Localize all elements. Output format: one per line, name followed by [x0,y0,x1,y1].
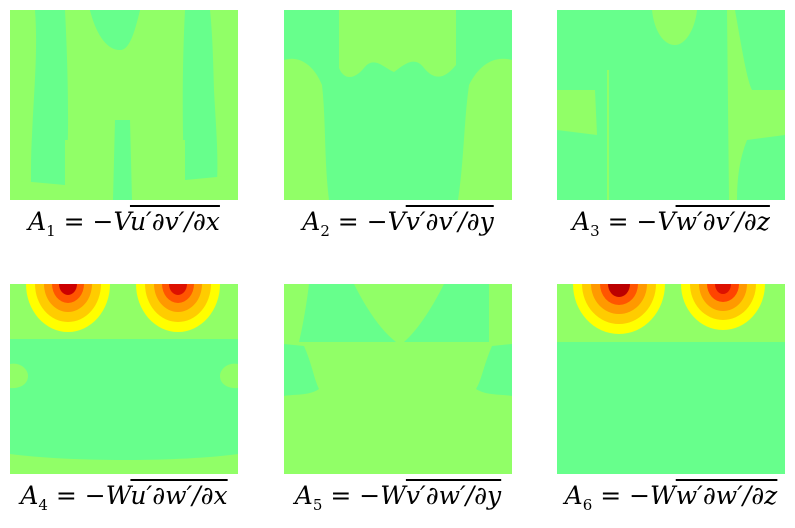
notch-region [90,10,140,50]
caption-var: A [564,481,583,510]
contour-panel-a4 [10,284,238,474]
caption-var: A [294,481,313,510]
light-region-left [557,90,597,135]
hotspot-left [573,284,665,334]
caption-overlined-term: u′∂v′/∂x [129,207,220,236]
caption-sub: 4 [38,496,48,514]
dark-region-left [284,344,319,396]
caption-a3: A3 = −Vw′∂v′/∂z [541,207,795,240]
caption-eq: = − [322,481,381,510]
caption-var: A [572,207,591,236]
caption-coef: W [105,481,131,510]
contour-panel-a3 [557,10,785,200]
dark-region-top-right [404,284,489,342]
caption-overlined-term: v′∂w′/∂y [405,481,502,510]
contour-plot-a6 [557,284,785,474]
caption-coef: V [113,207,130,236]
caption-eq: = − [599,207,658,236]
contour-plot-a1 [10,10,238,200]
light-region-left [10,10,37,200]
caption-var: A [20,481,39,510]
light-region-right [210,10,238,200]
contour-panel-a5 [284,284,512,474]
light-region-right [727,10,785,200]
caption-var: A [28,207,47,236]
light-region-right [458,58,512,200]
center-stripe [113,120,132,200]
caption-var: A [302,207,321,236]
caption-coef: W [650,481,676,510]
caption-sub: 6 [582,496,593,514]
hotspot-right [681,284,765,330]
caption-eq: = − [55,207,114,236]
light-region-top [339,10,456,77]
caption-sub: 5 [312,496,323,514]
caption-eq: = − [329,207,388,236]
caption-a4: A4 = −Wu′∂w′/∂x [0,481,254,514]
dark-region-right [476,344,512,396]
contour-plot-a2 [284,10,512,200]
caption-eq: = − [592,481,651,510]
caption-a1: A1 = −Vu′∂v′/∂x [0,207,254,240]
hotspot-right [136,284,220,332]
contour-plot-a5 [284,284,512,474]
contour-panel-a1 [10,10,238,200]
contour-panel-a2 [284,10,512,200]
contour-plot-a3 [557,10,785,200]
caption-sub: 3 [590,222,600,240]
light-region-top [652,10,697,45]
caption-a5: A5 = −Wv′∂w′/∂y [268,481,528,514]
caption-eq: = − [47,481,106,510]
caption-coef: V [387,207,406,236]
caption-a6: A6 = −Ww′∂w′/∂z [541,481,795,514]
caption-overlined-term: v′∂v′/∂y [405,207,494,236]
contour-panel-a6 [557,284,785,474]
dark-region-top-left [284,284,396,342]
caption-overlined-term: w′∂v′/∂z [675,207,770,236]
caption-a2: A2 = −Vv′∂v′/∂y [268,207,528,240]
light-region-left [284,58,329,200]
contour-plot-a4 [10,284,238,474]
hotspot-left [26,284,110,332]
caption-sub: 2 [320,222,330,240]
caption-sub: 1 [46,222,56,240]
caption-coef: V [657,207,676,236]
caption-coef: W [380,481,406,510]
caption-overlined-term: w′∂w′/∂z [675,481,778,510]
caption-overlined-term: u′∂w′/∂x [130,481,228,510]
